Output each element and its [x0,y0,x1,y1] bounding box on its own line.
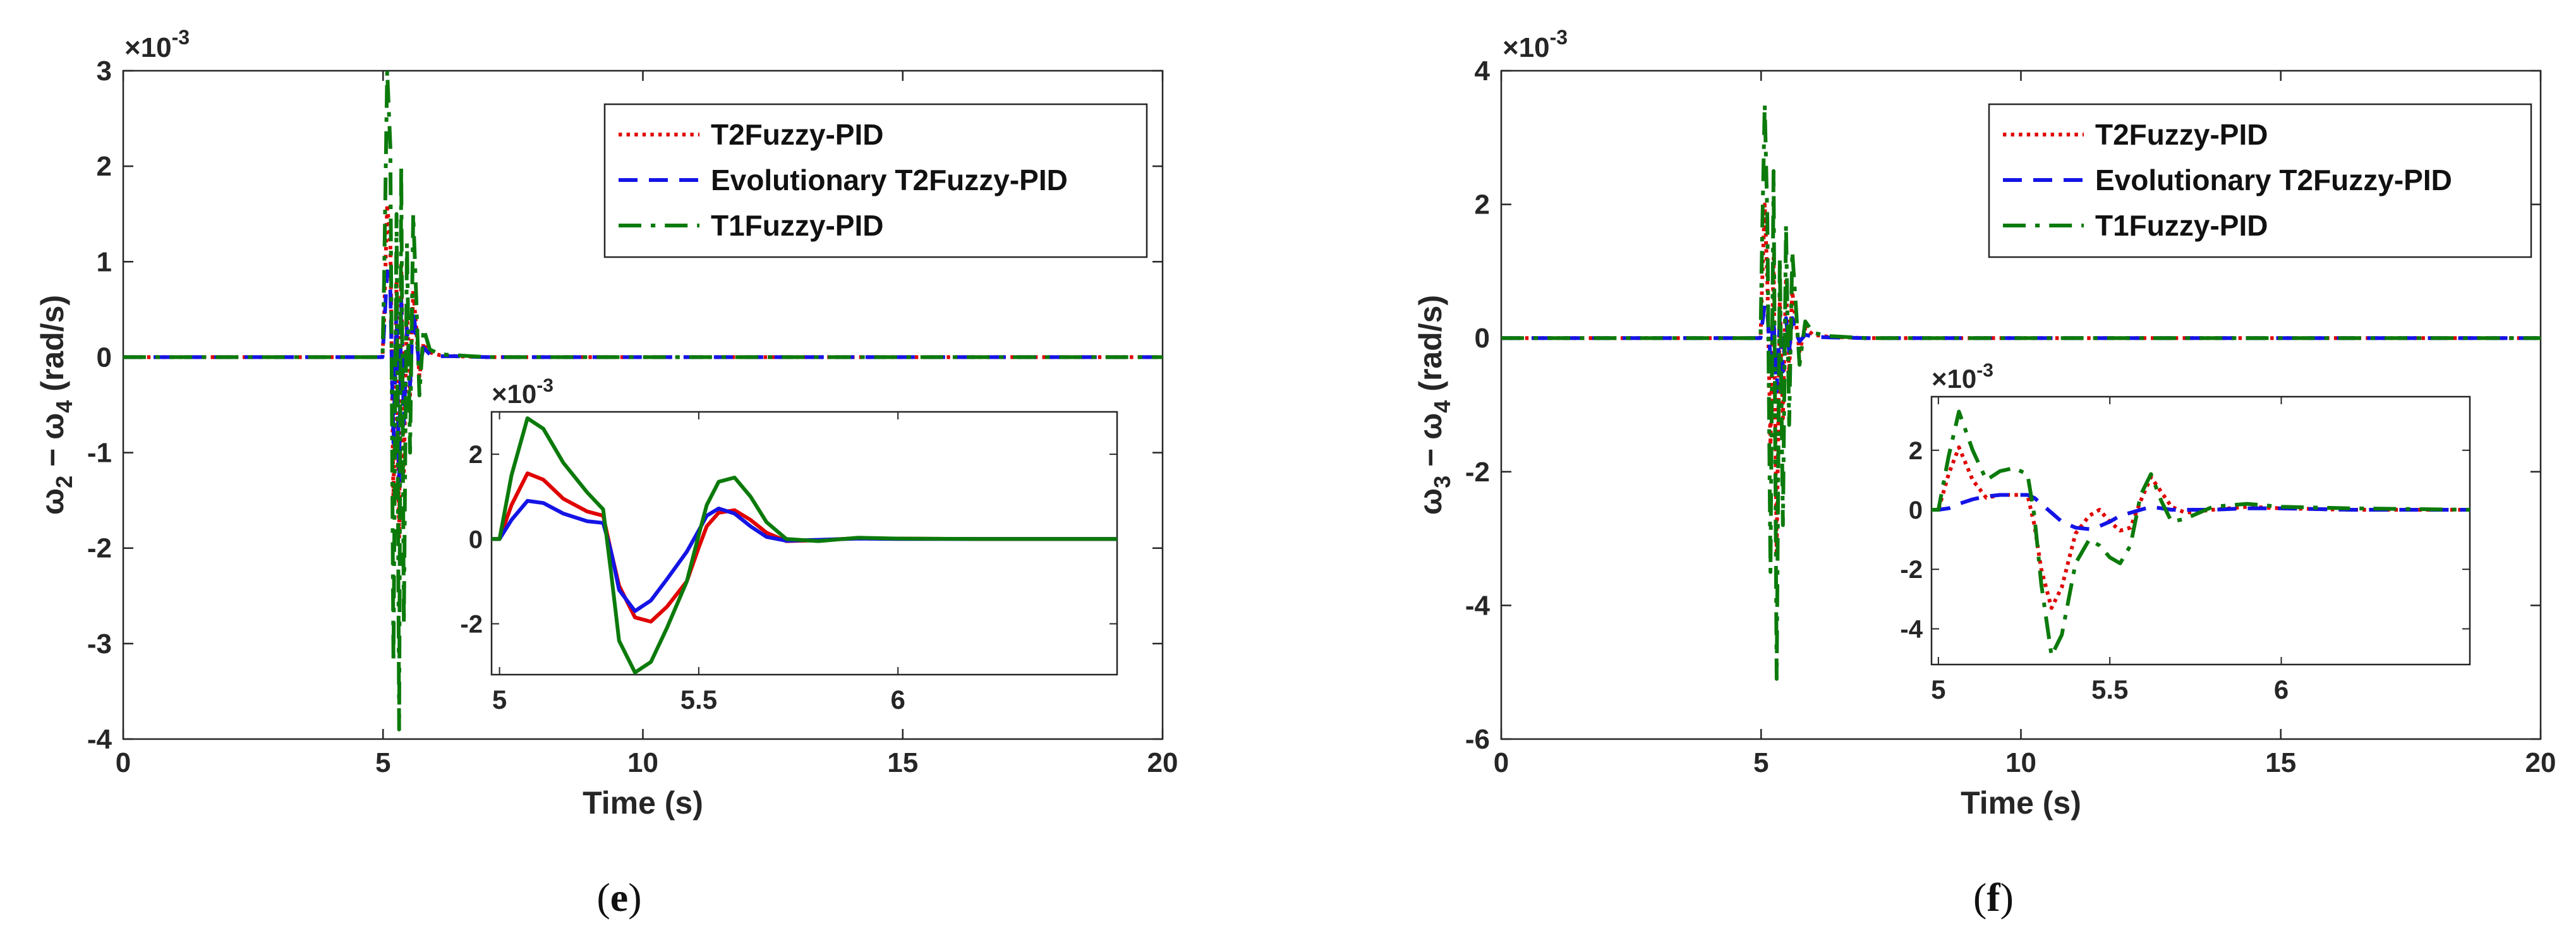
multiplier-exponent: -3 [1550,26,1568,49]
x-tick-label: 20 [1147,747,1178,778]
x-axis-label: Time (s) [1961,785,2081,821]
x-tick-label: 0 [116,747,131,778]
legend-entry-label: T2Fuzzy-PID [2095,118,2268,151]
legend-entry-label: Evolutionary T2Fuzzy-PID [711,164,1068,196]
y-label-part: − ω [1413,413,1448,476]
y-tick-label: 2 [1475,190,1490,220]
caption-paren: ) [628,875,641,920]
x-axis-label: Time (s) [583,785,703,821]
y-tick-label: 0 [1475,323,1490,354]
x-tick-label: 10 [627,747,658,778]
y-label-subscript: 4 [51,400,77,413]
inset-series-line-t1fuzzy-pid [492,416,1117,675]
inset-x-tick-label: 5 [492,685,507,714]
inset-y-tick-label: 2 [469,441,483,469]
y-label-part: − ω [35,413,70,476]
inset-x-tick-label: 5.5 [680,685,717,714]
series-line-t1fuzzy-pid [1501,102,2541,681]
y-label-part: ω [1413,488,1448,515]
caption-paren: ( [1973,875,1986,920]
y-label-subscript: 2 [51,476,77,488]
inset-x-tick-label: 5.5 [2091,675,2128,704]
y-label-subscript: 4 [1429,400,1455,413]
inset-y-tick-label: -2 [1900,556,1923,584]
subplot-caption: (e) [596,875,641,920]
y-tick-label: -2 [87,533,112,564]
series-line-t1fuzzy-pid [123,71,1163,731]
series-line-t2fuzzy-pid [1501,202,2541,554]
inset-x-tick-label: 6 [891,685,905,714]
y-multiplier-label: ×10-3 [124,26,190,63]
series-line-evolutionary-t2fuzzy-pid [123,269,1163,483]
inset-multiplier-label: ×10-3 [1932,360,1993,394]
x-tick-label: 15 [887,747,918,778]
inset-y-tick-label: 2 [1909,437,1923,465]
inset-area [490,411,1118,676]
inset-plot: 5 5.5 6 -2 0 2 ×10-3 [460,375,1118,714]
inset-plot: 5 5.5 6 -4 -2 0 2 ×10-3 [1900,360,2471,704]
y-tick-label: 0 [97,342,112,373]
legend-entry-label: T2Fuzzy-PID [711,118,883,151]
y-tick-label: 3 [97,56,112,87]
y-axis-label: ω3 − ω4 (rad/s) [1413,295,1455,515]
inset-y-tick-label: 0 [1909,497,1923,524]
inset-multiplier-exponent: -3 [536,375,553,396]
y-multiplier-label: ×10-3 [1503,26,1568,63]
caption-letter: e [610,875,628,920]
x-tick-label: 15 [2265,747,2296,778]
caption-paren: ( [596,875,610,920]
x-tick-label: 0 [1494,747,1509,778]
x-tick-label: 5 [1753,747,1769,778]
caption-paren: ) [2000,875,2014,920]
inset-multiplier-base: ×10 [1932,364,1976,394]
multiplier-exponent: -3 [172,26,190,49]
subplot-caption: (f) [1973,875,2014,920]
x-tick-label: 20 [2525,747,2556,778]
inset-multiplier-base: ×10 [492,379,536,409]
multiplier-base: ×10 [1503,32,1550,63]
inset-x-tick-label: 5 [1931,675,1945,704]
y-label-part: (rad/s) [1413,295,1448,400]
y-tick-label: -6 [1465,724,1490,755]
y-label-subscript: 3 [1429,476,1455,488]
inset-y-tick-label: 0 [469,526,483,553]
y-label-part: (rad/s) [35,295,70,400]
caption-letter: f [1986,875,2000,920]
x-tick-label: 10 [2005,747,2036,778]
y-label-part: ω [35,488,70,515]
series-line-t2fuzzy-pid [123,202,1163,541]
y-tick-label: 1 [97,246,112,277]
legend: T2Fuzzy-PID Evolutionary T2Fuzzy-PID T1Fuz… [1988,103,2532,258]
legend-entry-label: T1Fuzzy-PID [711,209,883,242]
y-tick-label: 4 [1475,56,1491,87]
y-tick-label: 2 [97,151,112,182]
inset-y-tick-label: -2 [460,610,483,638]
inset-series-line-evolutionary-t2fuzzy-pid [1932,493,2470,531]
legend: T2Fuzzy-PID Evolutionary T2Fuzzy-PID T1Fuz… [603,103,1148,258]
x-tick-label: 5 [375,747,390,778]
legend-entry-label: Evolutionary T2Fuzzy-PID [2095,164,2452,196]
y-tick-label: -2 [1465,457,1490,488]
legend-entry-label: T1Fuzzy-PID [2095,209,2268,242]
inset-x-tick-label: 6 [2274,675,2289,704]
y-tick-label: -4 [87,724,112,755]
multiplier-base: ×10 [124,32,172,63]
inset-y-tick-label: -4 [1900,615,1923,643]
inset-series-line-t1fuzzy-pid [1932,409,2470,658]
inset-area [1930,395,2471,666]
y-tick-label: -1 [87,438,112,469]
y-axis-label: ω2 − ω4 (rad/s) [35,295,77,515]
y-tick-label: -4 [1465,590,1491,621]
y-tick-label: -3 [87,629,112,659]
inset-multiplier-exponent: -3 [1976,360,1993,381]
inset-multiplier-label: ×10-3 [492,375,553,409]
